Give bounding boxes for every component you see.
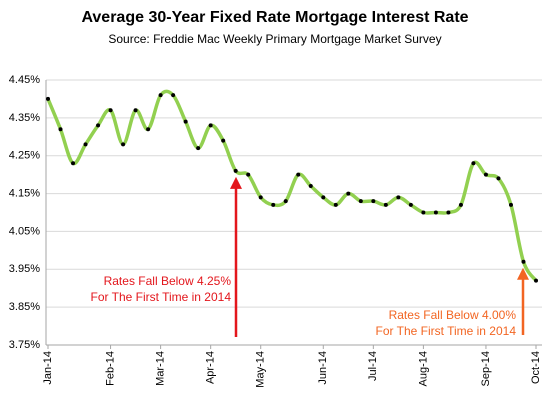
point [246,172,251,177]
point [321,195,326,200]
point [208,123,213,128]
point [221,138,226,143]
point [96,123,101,128]
x-tick-label: Aug-14 [417,351,429,386]
point [358,199,363,204]
y-tick-label: 4.25% [9,150,40,162]
y-tick-label: 4.15% [9,187,40,199]
point [508,202,513,207]
point [496,176,501,181]
point [296,172,301,177]
x-tick-label: Sep-14 [480,351,492,386]
point [271,202,276,207]
point [133,108,138,113]
point [421,210,426,215]
annotation-text: For The First Time in 2014 [376,324,517,338]
point [233,168,238,173]
point [183,119,188,124]
y-tick-label: 3.75% [9,339,40,351]
annotation-arrowhead [230,176,242,189]
point [446,210,451,215]
point [383,202,388,207]
point [146,127,151,132]
point [534,278,538,283]
point [471,161,476,166]
point [108,108,113,113]
x-tick-label: Jun-14 [317,351,329,385]
point [458,202,463,207]
point [283,199,288,204]
x-tick-label: Jul-14 [367,351,379,381]
annotation-arrowhead [517,267,529,280]
annotation-text: Rates Fall Below 4.00% [389,308,517,322]
x-tick-label: Feb-14 [104,351,116,386]
y-tick-label: 3.95% [9,263,40,275]
chart-title: Average 30-Year Fixed Rate Mortgage Inte… [81,9,468,26]
point [433,210,438,215]
y-tick-label: 4.05% [9,225,40,237]
point [371,199,376,204]
x-tick-label: May-14 [255,351,267,388]
point [83,142,88,147]
x-tick-label: Jan-14 [42,351,54,385]
point [483,172,488,177]
x-tick-label: Mar-14 [155,351,167,386]
point [196,146,201,151]
point [71,161,76,166]
chart-subtitle: Source: Freddie Mac Weekly Primary Mortg… [108,32,441,46]
point [408,202,413,207]
point [58,127,63,132]
y-tick-label: 4.35% [9,112,40,124]
x-tick-label: Apr-14 [205,351,217,384]
point [308,184,313,188]
annotation-text: Rates Fall Below 4.25% [104,274,232,288]
annotation-text: For The First Time in 2014 [91,290,232,304]
point [121,142,126,147]
line [46,89,538,283]
y-tick-label: 3.85% [9,301,40,313]
point [258,195,263,200]
y-tick-label: 4.45% [9,74,40,86]
x-tick-label: Oct-14 [530,351,542,384]
point [158,93,163,98]
point [346,191,351,196]
point [521,259,526,264]
point [171,93,176,98]
point [396,195,401,200]
point [333,202,338,207]
point [46,96,50,101]
